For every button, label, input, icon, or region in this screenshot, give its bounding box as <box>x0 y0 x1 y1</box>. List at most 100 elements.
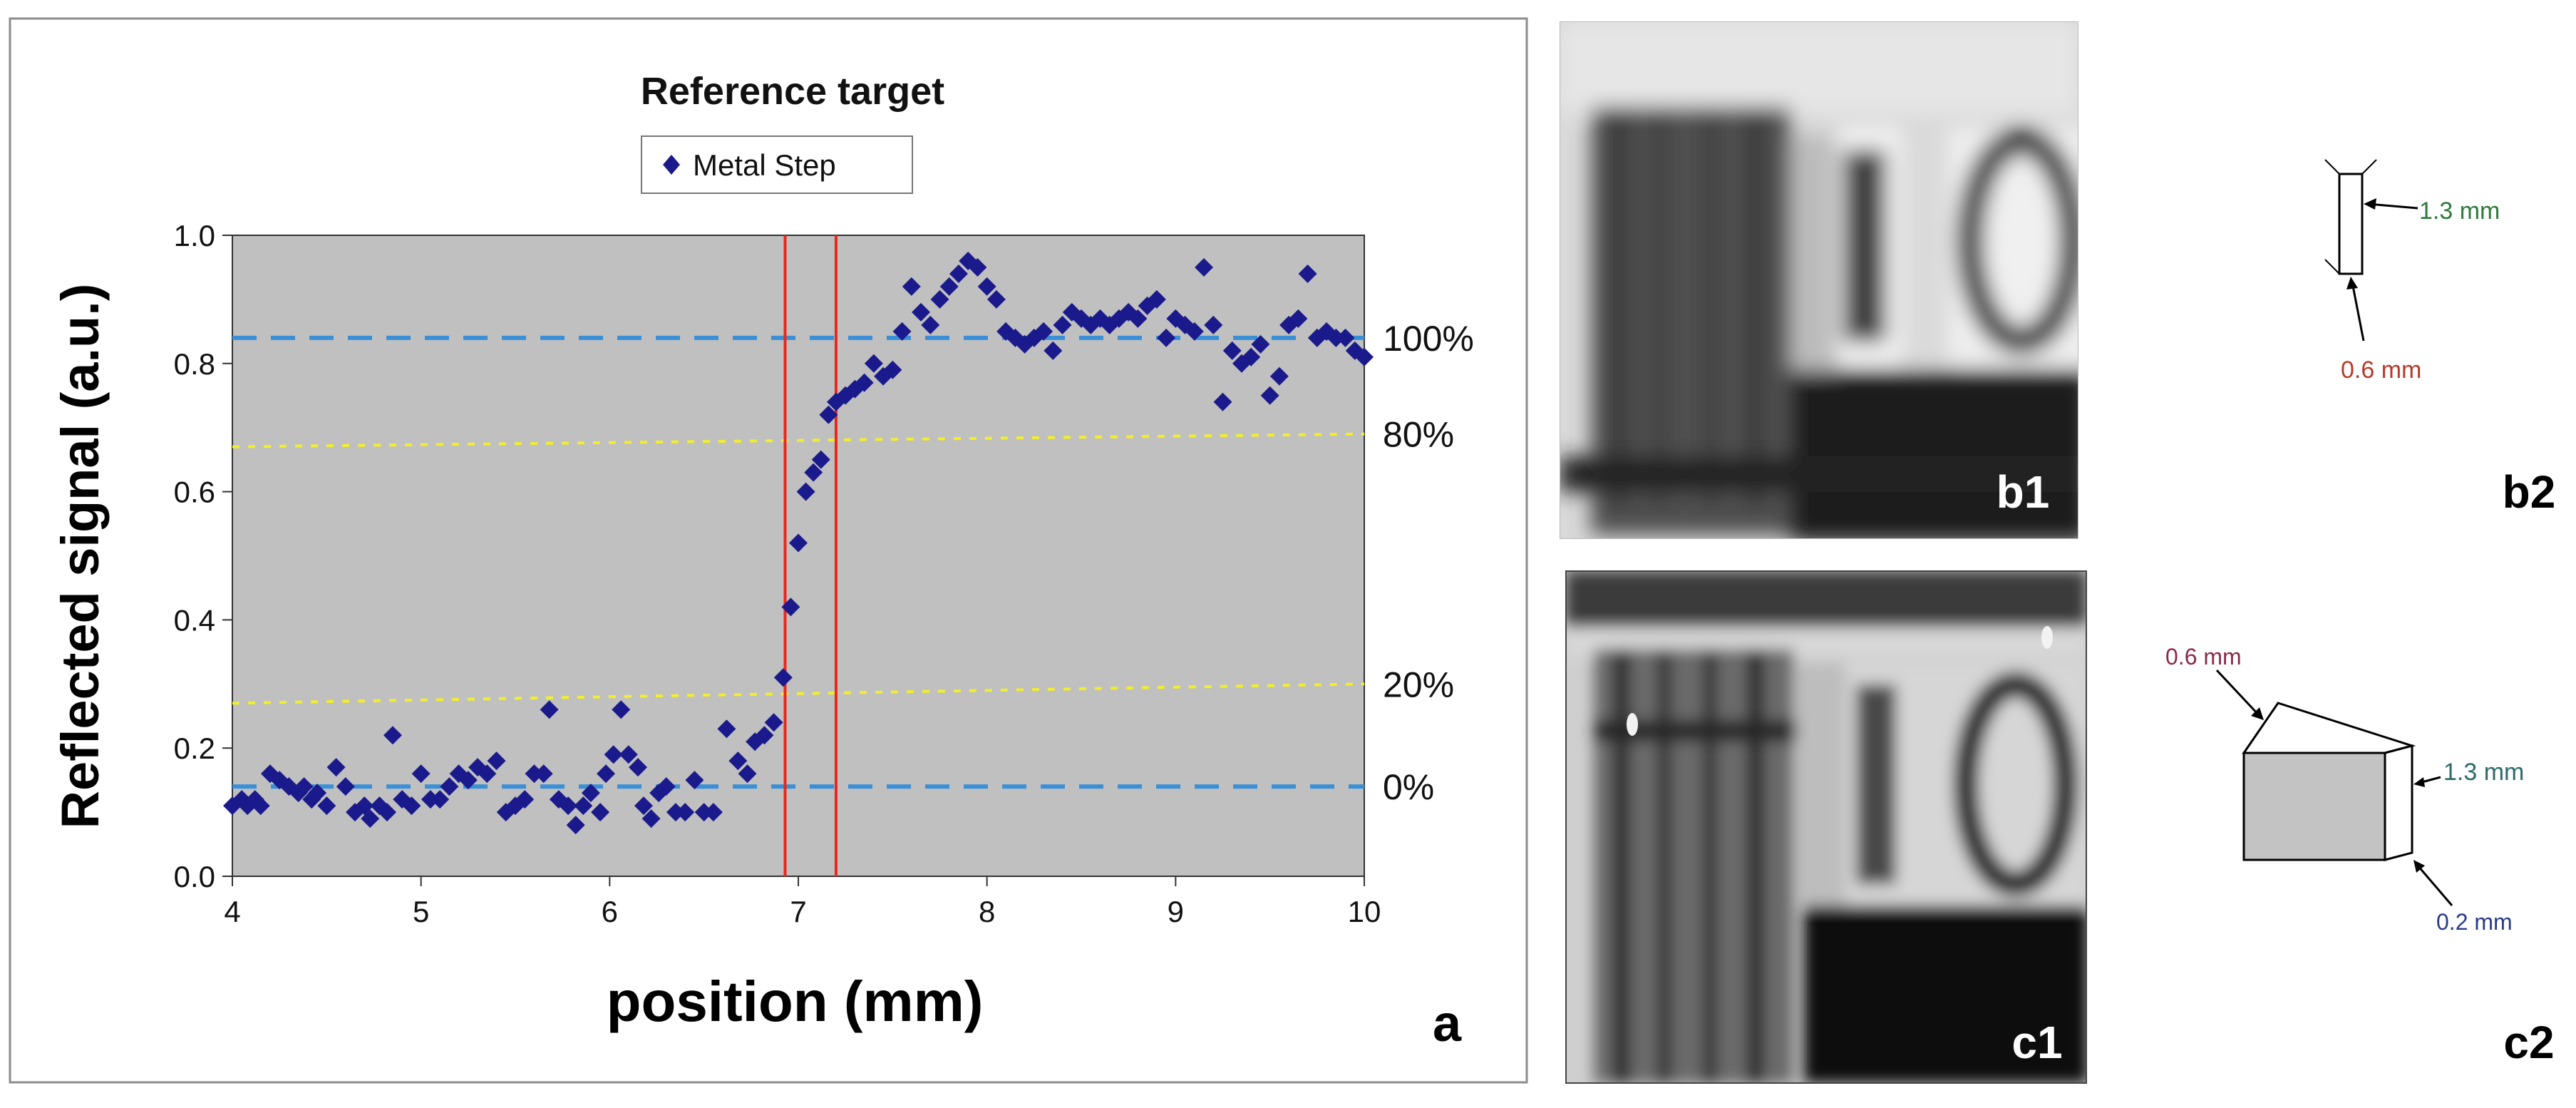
data-point <box>326 758 346 777</box>
y-tick-label: 1.0 <box>174 219 215 252</box>
data-point <box>977 277 996 296</box>
data-point <box>1204 315 1223 334</box>
y-tick-label: 0.4 <box>174 603 215 637</box>
data-point <box>1355 347 1374 366</box>
legend-marker <box>663 155 680 175</box>
y-tick-label: 0.8 <box>174 347 215 381</box>
data-point <box>902 277 921 296</box>
data-point <box>604 745 623 764</box>
x-axis-label: position (mm) <box>607 970 984 1033</box>
data-point <box>574 796 593 816</box>
c2-top-label: 0.6 mm <box>2165 644 2242 670</box>
data-point <box>431 790 450 809</box>
data-point <box>1128 309 1148 328</box>
x-tick-label: 6 <box>602 895 618 928</box>
b2-arrow-width <box>2351 282 2365 342</box>
data-point <box>1034 322 1053 341</box>
data-point <box>892 322 912 341</box>
x-axis-ticks: 4 5 6 7 8 9 10 <box>224 876 1381 928</box>
legend-box <box>641 135 913 194</box>
data-point <box>694 803 713 822</box>
c2-side-face <box>2384 744 2413 861</box>
data-point <box>704 803 723 822</box>
data-point <box>515 790 535 809</box>
x-tick-label: 9 <box>1168 895 1184 928</box>
data-point <box>1298 264 1317 283</box>
data-point <box>676 803 695 822</box>
data-point <box>591 803 610 822</box>
data-point <box>411 764 431 784</box>
data-points <box>223 251 1374 835</box>
y-axis-ticks: 0.0 0.2 0.4 0.6 0.8 1.0 <box>174 219 232 893</box>
c2-height-label: 1.3 mm <box>2443 759 2524 786</box>
data-point <box>487 752 506 771</box>
data-point <box>656 777 676 796</box>
data-point <box>764 713 783 732</box>
data-point <box>458 771 478 790</box>
data-point <box>629 758 648 777</box>
data-point <box>1242 347 1261 366</box>
data-point <box>1195 257 1214 277</box>
data-point <box>864 354 883 373</box>
data-point <box>968 257 987 277</box>
c2-arrow-top <box>2215 669 2261 717</box>
data-point <box>717 719 736 739</box>
diagram-c2: 0.6 mm 1.3 mm 0.2 mm <box>2165 644 2524 935</box>
data-point <box>597 764 616 784</box>
data-point <box>525 764 544 784</box>
data-point <box>251 796 270 816</box>
data-point <box>581 784 600 803</box>
data-point <box>1053 315 1072 334</box>
data-point <box>1269 366 1289 386</box>
reference-line <box>232 432 1365 448</box>
data-point <box>685 771 704 790</box>
data-point <box>728 752 748 771</box>
panel-label-a: a <box>1433 995 1462 1052</box>
data-point <box>1326 328 1346 347</box>
vertical-lines <box>783 235 838 876</box>
data-point <box>949 264 968 283</box>
x-tick-label: 8 <box>979 895 995 928</box>
data-point <box>336 777 355 796</box>
data-point <box>612 700 631 719</box>
data-point <box>789 533 808 553</box>
data-point <box>855 373 874 392</box>
data-point <box>921 315 940 334</box>
x-tick-label: 7 <box>790 895 806 928</box>
b2-height-label: 1.3 mm <box>2419 198 2500 225</box>
data-point <box>421 790 440 809</box>
x-tick-label: 10 <box>1348 895 1381 928</box>
data-point <box>755 726 774 745</box>
c2-depth-label: 0.2 mm <box>2436 909 2513 935</box>
panel-label-b2: b2 <box>2503 466 2556 518</box>
reference-line-label: 0% <box>1383 767 1434 807</box>
reference-lines: 100% 80% 20% 0% <box>232 319 1474 807</box>
data-point <box>1185 322 1204 341</box>
chart-title: Reference target <box>641 70 944 113</box>
image-b1 <box>1560 21 2078 539</box>
y-tick-label: 0.2 <box>174 732 215 765</box>
data-point <box>912 302 931 322</box>
data-point <box>294 777 314 796</box>
data-point <box>378 803 397 822</box>
data-point <box>534 764 553 784</box>
y-tick-label: 0.6 <box>174 476 215 509</box>
data-point <box>804 463 823 482</box>
legend-label: Metal Step <box>693 148 836 182</box>
data-point <box>308 784 327 803</box>
data-point <box>478 764 497 784</box>
data-point <box>939 277 959 296</box>
reference-line-label: 80% <box>1383 415 1454 455</box>
data-point <box>1044 341 1063 360</box>
diagram-b2: 1.3 mm 0.6 mm <box>2324 159 2500 384</box>
data-point <box>619 745 638 764</box>
x-tick-label: 5 <box>413 895 429 928</box>
data-point <box>440 777 459 796</box>
data-point <box>361 809 380 829</box>
reference-line-label: 100% <box>1383 319 1474 359</box>
data-point <box>1157 328 1176 347</box>
reference-line <box>232 682 1365 705</box>
data-point <box>781 597 800 617</box>
data-point <box>1336 328 1355 347</box>
